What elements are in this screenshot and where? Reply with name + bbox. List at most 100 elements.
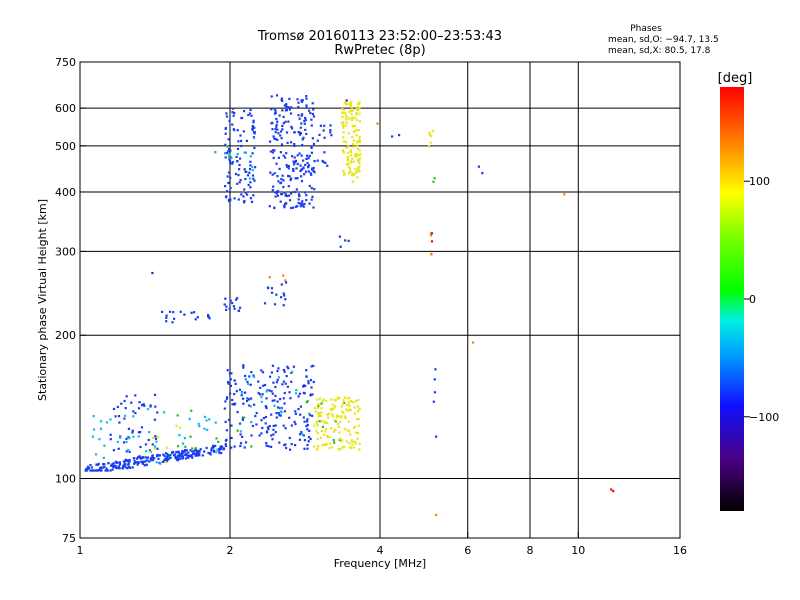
data-point — [226, 381, 230, 384]
data-point — [290, 127, 294, 130]
data-point — [229, 186, 232, 190]
data-point — [289, 397, 292, 400]
data-point — [278, 414, 281, 417]
data-point — [329, 129, 332, 132]
data-point — [225, 308, 228, 311]
data-point — [292, 365, 295, 368]
data-point — [131, 466, 134, 469]
data-point — [296, 205, 299, 208]
data-point — [330, 398, 333, 401]
data-point — [242, 397, 245, 400]
data-point — [298, 117, 301, 120]
data-point — [433, 378, 436, 381]
data-point — [343, 396, 347, 399]
data-point — [231, 302, 234, 305]
data-point — [219, 448, 222, 451]
data-point — [320, 430, 323, 433]
data-point — [232, 305, 235, 308]
data-point — [287, 194, 291, 197]
data-point — [269, 140, 272, 143]
data-point — [189, 435, 192, 438]
data-point — [350, 100, 353, 103]
data-point — [237, 140, 240, 143]
data-point — [275, 117, 278, 121]
data-point — [248, 375, 251, 378]
data-point — [343, 401, 346, 405]
data-point — [153, 447, 156, 450]
data-point — [277, 132, 280, 135]
data-point — [209, 453, 212, 456]
data-point — [288, 108, 291, 111]
data-point — [203, 427, 206, 430]
data-point — [275, 412, 278, 415]
data-point — [296, 98, 299, 101]
data-point — [308, 184, 311, 188]
data-point — [117, 465, 120, 468]
data-point — [149, 404, 152, 407]
data-point — [148, 449, 151, 452]
data-point — [148, 431, 151, 434]
colorbar-tick-label: 0 — [749, 293, 756, 306]
data-point — [338, 438, 341, 442]
data-point — [286, 141, 289, 144]
data-point — [151, 456, 154, 459]
data-point — [358, 157, 362, 160]
data-point — [214, 151, 217, 154]
data-point — [225, 397, 228, 400]
data-point — [286, 365, 289, 368]
data-point — [272, 156, 275, 160]
data-point — [271, 121, 274, 124]
data-point — [190, 409, 193, 412]
data-point — [264, 422, 267, 425]
data-point — [189, 449, 192, 452]
data-point — [346, 409, 349, 412]
data-point — [354, 167, 357, 171]
data-point — [279, 134, 282, 137]
data-point — [112, 462, 115, 465]
data-point — [283, 191, 286, 194]
data-point — [252, 194, 255, 197]
data-point — [239, 442, 243, 445]
data-point — [357, 160, 360, 163]
data-point — [305, 106, 308, 109]
data-point — [210, 449, 213, 452]
data-point — [282, 380, 285, 383]
data-point — [227, 181, 230, 184]
data-point — [274, 385, 277, 389]
data-point — [326, 413, 329, 416]
data-point — [162, 453, 165, 456]
data-point — [610, 488, 613, 491]
data-point — [303, 202, 306, 205]
data-point — [331, 413, 334, 416]
data-point — [355, 112, 358, 115]
data-point — [313, 160, 316, 163]
data-point — [104, 469, 107, 472]
data-point — [290, 206, 293, 210]
data-point — [234, 172, 238, 176]
data-point — [226, 369, 229, 372]
data-point — [337, 447, 340, 451]
data-point — [300, 175, 303, 178]
data-point — [175, 424, 178, 427]
data-point — [246, 174, 250, 177]
data-point — [164, 458, 167, 461]
data-point — [154, 405, 157, 408]
data-point — [247, 183, 250, 187]
data-point — [180, 455, 183, 458]
data-point — [237, 174, 240, 177]
data-point — [99, 427, 103, 430]
data-point — [305, 401, 308, 404]
data-point — [354, 124, 357, 127]
data-point — [266, 426, 269, 429]
data-point — [283, 204, 286, 207]
data-point — [90, 469, 93, 472]
data-point — [261, 393, 264, 396]
data-point — [165, 314, 168, 317]
data-point — [293, 156, 296, 159]
data-point — [146, 408, 150, 411]
data-point — [225, 112, 228, 115]
data-point — [301, 99, 304, 102]
data-point — [311, 393, 314, 396]
data-point — [351, 172, 354, 175]
data-point — [285, 375, 288, 378]
